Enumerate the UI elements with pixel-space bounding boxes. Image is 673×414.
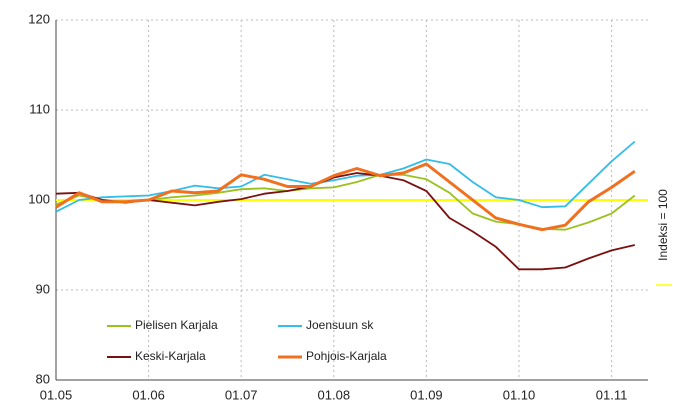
y-tick-label: 120 — [28, 11, 50, 26]
x-tick-label: 01.05 — [40, 387, 73, 402]
y-tick-label: 110 — [29, 101, 50, 116]
x-tick-label: 01.09 — [410, 387, 443, 402]
x-tick-label: 01.10 — [503, 387, 536, 402]
y-tick-label: 100 — [28, 191, 50, 206]
line-series — [55, 172, 636, 271]
x-tick-label: 01.11 — [596, 387, 628, 402]
y-tick-label: 90 — [36, 281, 50, 296]
y-tick-label: 80 — [36, 371, 50, 386]
reference-legend-label: Indeksi = 100 — [656, 189, 670, 261]
line-series — [55, 162, 636, 232]
legend-label: Pohjois-Karjala — [306, 349, 387, 363]
legend-label: Joensuun sk — [306, 318, 374, 332]
x-tick-label: 01.06 — [132, 387, 165, 402]
x-tick-label: 01.07 — [225, 387, 258, 402]
x-tick-label: 01.08 — [318, 387, 351, 402]
legend-label: Pielisen Karjala — [135, 318, 218, 332]
legend-label: Keski-Karjala — [135, 349, 206, 363]
line-series — [55, 140, 636, 213]
